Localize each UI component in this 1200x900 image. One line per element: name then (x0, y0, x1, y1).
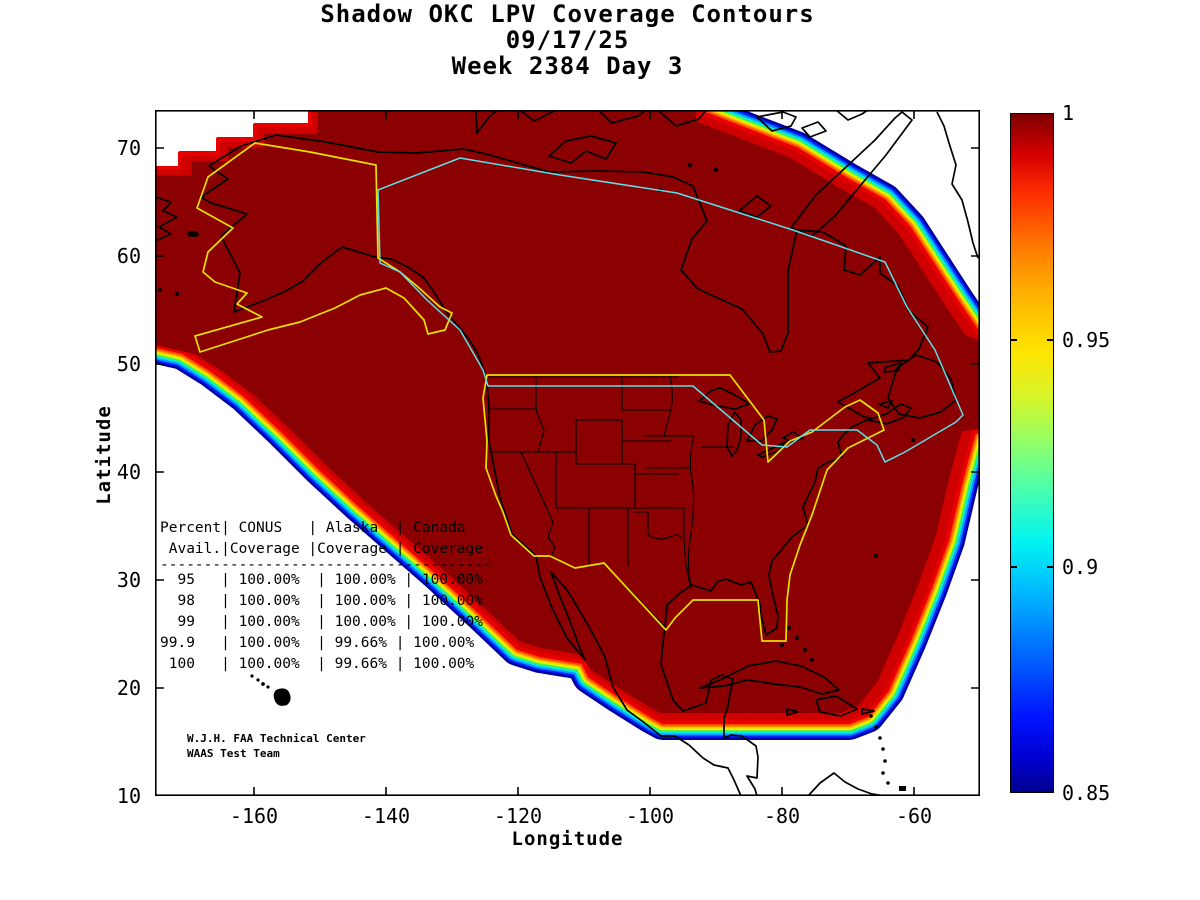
great-lakes (697, 387, 805, 458)
st-lawrence-island (187, 231, 199, 237)
hawaii-islands (250, 674, 291, 706)
cuba-coastline (699, 660, 840, 695)
banks-island (475, 110, 499, 134)
siberia-coastline (155, 196, 178, 242)
pacific-coastline (200, 165, 742, 796)
x-tick-label: -160 (229, 804, 279, 828)
table-row: 99 | 100.00% | 100.00% | 100.00% (160, 614, 484, 630)
bermuda-dot (874, 554, 878, 558)
table-row: 100 | 100.00% | 99.66% | 100.00% (160, 656, 475, 672)
puerto-rico-coastline (861, 708, 875, 715)
credit-line: WAAS Test Team (187, 747, 280, 760)
canada-boundary (377, 157, 964, 463)
table-separator: -------------------------------------- (160, 557, 492, 573)
nova-scotia-coastline (867, 403, 912, 425)
south-america-coastline (807, 772, 886, 796)
plot-date: 09/17/25 (505, 26, 630, 54)
y-tick-label: 20 (116, 676, 141, 700)
coverage-map (155, 110, 980, 796)
y-tick-label: 40 (116, 460, 141, 484)
lake-ontario (781, 431, 805, 443)
jamaica-coastline (786, 708, 799, 716)
x-tick-label: -80 (763, 804, 801, 828)
table-row: 99.9 | 100.00% | 99.66% | 100.00% (160, 635, 475, 651)
colorbar-tick-label: 0.85 (1062, 781, 1111, 805)
conus-boundary (482, 374, 885, 642)
plot-week-day: Week 2384 Day 3 (451, 52, 684, 80)
y-tick-label: 50 (116, 352, 141, 376)
credit-line: W.J.H. FAA Technical Center (187, 732, 366, 745)
x-tick-label: -100 (625, 804, 675, 828)
victoria-island (548, 135, 617, 164)
y-tick-label: 30 (116, 568, 141, 592)
colorbar-tick-label: 0.95 (1062, 328, 1111, 352)
plot-title: Shadow OKC LPV Coverage Contours (320, 0, 815, 28)
arctic-east-coastline (208, 134, 929, 796)
y-tick-label: 70 (116, 136, 141, 160)
y-tick-label: 10 (116, 784, 141, 808)
arctic-islands (519, 110, 869, 138)
plot-border (155, 110, 980, 796)
x-tick-label: -140 (361, 804, 411, 828)
colorbar (1010, 113, 1054, 793)
small-islands (158, 162, 915, 791)
table-row: 98 | 100.00% | 100.00% | 100.00% (160, 593, 484, 609)
lake-michigan (726, 410, 742, 458)
southampton-island (738, 195, 772, 218)
coastlines (155, 110, 979, 796)
x-tick-label: -60 (895, 804, 933, 828)
colorbar-tick (1010, 339, 1017, 341)
plot-title-block: Shadow OKC LPV Coverage Contours 09/17/25… (155, 1, 980, 79)
y-tick-label: 60 (116, 244, 141, 268)
credit-text: W.J.H. FAA Technical Center WAAS Test Tea… (187, 731, 366, 761)
alaska-boundary (194, 142, 453, 353)
colorbar-tick (1047, 339, 1054, 341)
coverage-table: Percent| CONUS | Alaska | Canada Avail.|… (160, 518, 492, 675)
table-row: 95 | 100.00% | 100.00% | 100.00% (160, 572, 484, 588)
prince-edward-island (878, 400, 893, 409)
x-tick-label: -120 (493, 804, 543, 828)
colorbar-tick (1010, 566, 1017, 568)
lake-huron (745, 415, 779, 442)
colorbar-tick (1047, 566, 1054, 568)
anticosti-island (883, 362, 902, 373)
newfoundland-coastline (887, 354, 957, 419)
table-header-row: Percent| CONUS | Alaska | Canada (160, 520, 466, 536)
greenland-coastline (936, 111, 979, 259)
baffin-island (790, 111, 913, 237)
colorbar-tick-label: 1 (1062, 101, 1075, 125)
colorbar-tick-label: 0.9 (1062, 555, 1099, 579)
lake-superior (697, 387, 751, 410)
axis-ticks (155, 110, 980, 796)
x-axis-label: Longitude (511, 828, 624, 850)
table-header-row: Avail.|Coverage |Coverage | Coverage (160, 541, 484, 557)
hispaniola-coastline (815, 695, 858, 717)
